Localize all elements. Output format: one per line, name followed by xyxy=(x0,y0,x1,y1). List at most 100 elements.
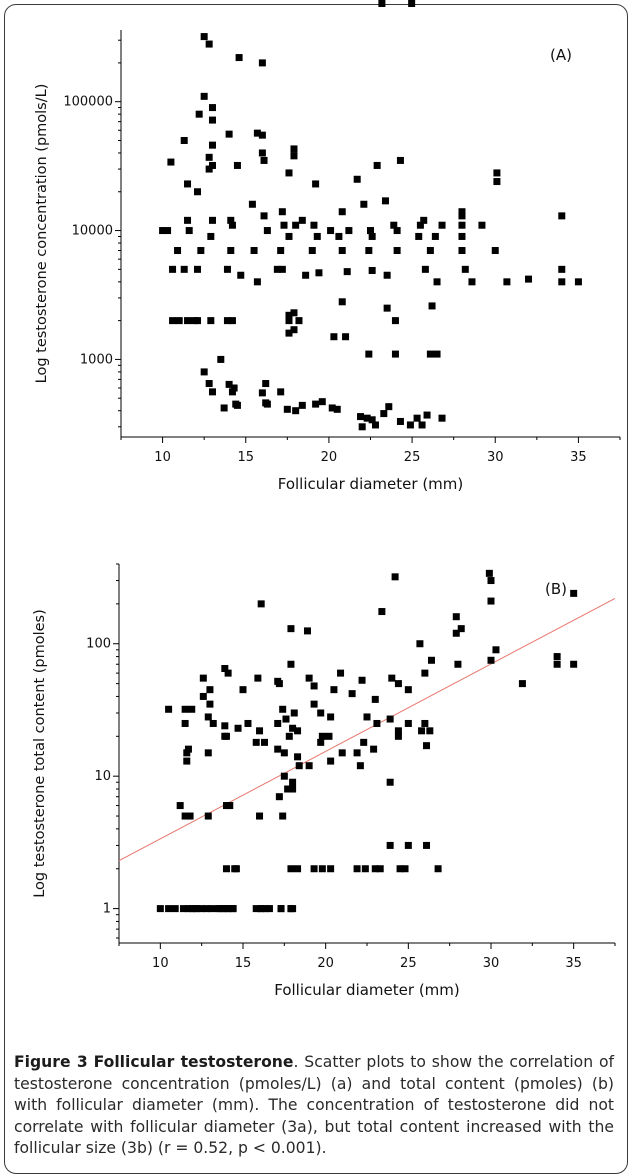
data-point xyxy=(348,690,356,698)
data-point xyxy=(228,388,236,396)
data-point xyxy=(491,247,499,255)
data-point xyxy=(167,158,175,166)
data-point xyxy=(208,104,216,112)
data-point xyxy=(452,629,460,637)
data-point xyxy=(318,865,326,873)
regression-line xyxy=(118,597,616,862)
data-point xyxy=(338,208,346,216)
data-point xyxy=(367,227,374,235)
data-point xyxy=(221,722,229,730)
data-point xyxy=(231,865,239,873)
data-point xyxy=(274,745,282,753)
data-point xyxy=(356,762,364,770)
data-point xyxy=(295,317,303,325)
data-point xyxy=(237,271,245,279)
data-point xyxy=(197,247,205,255)
data-point xyxy=(260,738,268,746)
data-point xyxy=(175,317,183,325)
data-point xyxy=(312,400,320,408)
data-point xyxy=(454,660,462,668)
data-point xyxy=(418,421,426,429)
data-point xyxy=(279,812,287,820)
data-point xyxy=(200,33,208,41)
data-point xyxy=(227,216,235,224)
data-point xyxy=(279,705,287,713)
data-point xyxy=(220,404,228,412)
data-point xyxy=(338,298,346,306)
data-point xyxy=(207,317,215,325)
data-point xyxy=(327,757,335,765)
figure-caption: Figure 3 Follicular testosterone. Scatte… xyxy=(14,1052,614,1160)
data-point xyxy=(227,247,235,255)
data-point xyxy=(206,686,214,694)
data-point xyxy=(487,577,495,585)
data-point xyxy=(493,169,501,177)
y-tick-label: 1000 xyxy=(80,352,113,367)
data-point xyxy=(317,738,325,746)
data-point xyxy=(381,197,389,205)
data-point xyxy=(159,227,167,235)
data-point xyxy=(224,669,232,677)
data-point xyxy=(308,247,316,255)
data-point xyxy=(258,131,266,139)
data-point xyxy=(337,669,345,677)
data-point xyxy=(290,152,298,160)
data-point xyxy=(223,265,231,273)
y-tick-label: 100000 xyxy=(63,95,113,110)
data-point xyxy=(396,865,404,873)
data-point xyxy=(260,212,268,220)
data-point xyxy=(378,0,386,7)
data-point xyxy=(229,905,237,913)
data-point xyxy=(418,727,426,735)
data-point xyxy=(169,265,177,273)
data-point xyxy=(492,646,500,654)
data-point xyxy=(289,785,297,793)
data-point xyxy=(386,778,394,786)
data-point xyxy=(368,232,376,240)
data-point xyxy=(413,414,421,422)
data-point xyxy=(204,812,212,820)
data-point xyxy=(383,304,391,312)
data-point xyxy=(184,317,192,325)
x-tick-label: 15 xyxy=(235,956,252,971)
panel-b-plot-area: 10 15 20 25 30 35 1 10 100 Follicular diameter (m… xyxy=(32,0,616,999)
data-point xyxy=(401,865,409,873)
x-tick-label: 30 xyxy=(487,450,504,465)
data-point xyxy=(361,865,369,873)
data-point xyxy=(558,265,566,273)
data-point xyxy=(343,268,351,276)
data-point xyxy=(388,674,396,682)
data-point xyxy=(208,388,216,396)
x-tick-label: 30 xyxy=(483,956,500,971)
data-point xyxy=(570,589,578,597)
data-point xyxy=(205,165,213,173)
data-point xyxy=(485,569,493,577)
data-point xyxy=(209,719,217,727)
data-point xyxy=(282,715,290,723)
data-point xyxy=(317,709,325,717)
data-point xyxy=(298,401,306,409)
scatter-chart-b: 10 15 20 25 30 35 1 10 100 Follicular diameter (m… xyxy=(32,0,616,999)
data-point xyxy=(574,278,582,286)
data-point xyxy=(194,265,202,273)
data-point xyxy=(318,398,326,406)
data-point xyxy=(156,905,164,913)
data-point xyxy=(458,212,466,220)
data-point xyxy=(180,265,188,273)
data-point xyxy=(468,278,476,286)
data-point xyxy=(558,212,566,220)
data-point xyxy=(287,660,295,668)
data-point xyxy=(285,169,293,177)
y-tick-label: 100 xyxy=(86,637,111,652)
data-point xyxy=(358,676,366,684)
data-point xyxy=(285,311,293,319)
data-point xyxy=(433,278,441,286)
x-axis-label: Follicular diameter (mm) xyxy=(278,475,464,493)
data-point xyxy=(253,129,261,137)
data-point xyxy=(570,660,578,668)
data-point xyxy=(221,665,229,673)
data-point xyxy=(199,674,207,682)
data-point xyxy=(404,841,412,849)
data-point xyxy=(169,317,177,325)
data-point xyxy=(258,59,266,67)
